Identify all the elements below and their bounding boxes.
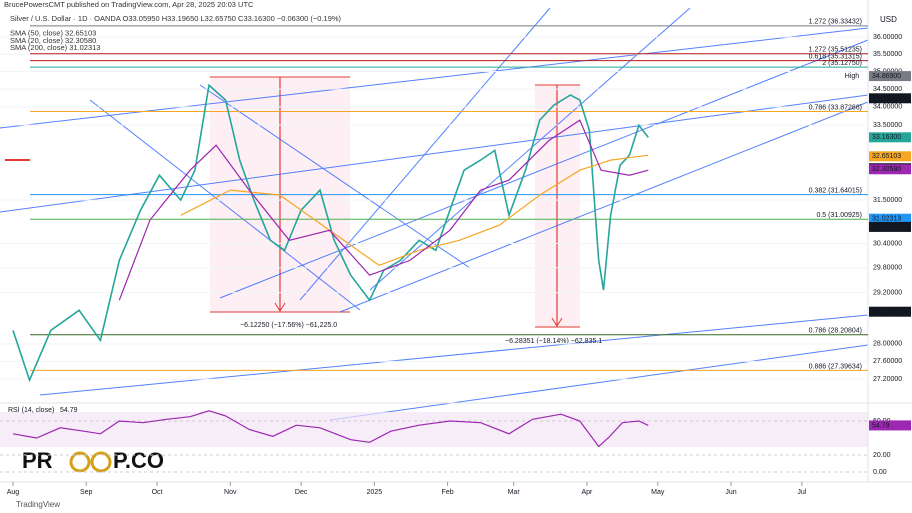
price-tag-label: 32.30580 (872, 166, 901, 173)
y-tick-label: 36.00000 (873, 34, 902, 41)
price-tag (869, 213, 911, 224)
y-tick-label: 28.00000 (873, 341, 902, 348)
y-tick-label: 29.20000 (873, 289, 902, 296)
rsi-tick-label: 20.00 (873, 452, 891, 459)
x-tick-label: Nov (224, 489, 237, 496)
header: BrucePowersCMT published on TradingView.… (4, 0, 254, 9)
x-tick-label: Mar (508, 489, 521, 496)
x-tick-label: Jul (797, 489, 806, 496)
rsi-tick-label: 0.00 (873, 469, 887, 476)
y-tick-label: 35.50000 (873, 51, 902, 58)
ma-line (118, 119, 649, 301)
price-tag-label: 33.16300 (872, 134, 901, 141)
price-tag (869, 164, 911, 175)
y-tick-label: 27.60000 (873, 358, 902, 365)
y-tick-label: 29.80000 (873, 265, 902, 272)
watermark: P.CO (113, 448, 164, 473)
indicator-label: SMA (200, close) 31.02313 (10, 43, 100, 52)
level-label: 2 (35.12750) (822, 60, 862, 67)
rsi-line (12, 410, 649, 448)
currency: USD (880, 15, 897, 24)
watermark-coin (69, 451, 91, 473)
x-tick-label: Apr (581, 489, 593, 496)
x-tick-label: Dec (295, 489, 308, 496)
price-tag (869, 132, 911, 143)
chart-title: Silver / U.S. Dollar · 1D · OANDA O33.05… (10, 14, 342, 23)
price-tag-label: 28.74650 (872, 309, 901, 316)
level-label: 0.618 (35.31315) (809, 53, 862, 60)
y-tick-label: 34.50000 (873, 86, 902, 93)
y-tick-label: 31.50000 (873, 197, 902, 204)
level-label: 1.272 (35.51235) (809, 47, 862, 54)
y-tick-label: 34.00000 (873, 104, 902, 111)
price-tag-label: 34.24050 (872, 95, 901, 102)
annotation: −6.28351 (−18.14%) −62,835.1 (505, 338, 602, 345)
level-label: 0.5 (31.00925) (816, 212, 862, 219)
y-tick-label: 33.50000 (873, 122, 902, 129)
y-tick-label: 27.20000 (873, 376, 902, 383)
level-label: 0.886 (27.39634) (809, 363, 862, 370)
rsi-last: 54.79 (60, 407, 78, 414)
ma-line (180, 154, 649, 266)
level-label: 0.382 (31.64015) (809, 188, 862, 195)
x-tick-label: Feb (442, 489, 454, 496)
price-tag (869, 151, 911, 162)
x-tick-label: Sep (80, 489, 93, 496)
annotation: −6.12250 (−17.56%) −61,225.0 (240, 322, 337, 329)
legend-entry: SMA (20, close) 32.30580 (10, 36, 96, 45)
level-label: 0.786 (28.20804) (809, 328, 862, 335)
price-tag (869, 93, 911, 104)
rsi-band (0, 412, 868, 447)
rsi-tag-label: 54.79 (872, 422, 890, 429)
rsi-label: RSI (14, close) (8, 407, 54, 414)
level-label: 0.786 (33.87286) (809, 104, 862, 111)
rsi-tag (869, 420, 911, 431)
y-tick-label: 30.40000 (873, 240, 902, 247)
footer: TradingView (16, 500, 60, 509)
watermark: PR (22, 448, 53, 473)
x-tick-label: May (651, 489, 665, 496)
price-tag-label: 30.81485 (872, 224, 901, 231)
measure-arrow (274, 302, 286, 312)
watermark-coin (90, 451, 112, 473)
price-tag (869, 221, 911, 232)
price-tag-label: 31.02313 (872, 216, 901, 223)
price-tag (869, 306, 911, 317)
x-tick-label: Aug (7, 489, 20, 496)
price-tag-label: 34.86900 (872, 73, 901, 80)
legend-entry: SMA (50, close) 32.65103 (10, 28, 96, 37)
price-tag-label: 32.65103 (872, 153, 901, 160)
x-tick-label: 2025 (367, 489, 383, 496)
level-label: 1.272 (36.33432) (809, 19, 862, 26)
high-label: High (845, 73, 860, 80)
x-tick-label: Oct (152, 489, 163, 496)
x-tick-label: Jun (725, 489, 736, 496)
price-tag (869, 71, 911, 82)
measure-arrow (551, 317, 563, 327)
